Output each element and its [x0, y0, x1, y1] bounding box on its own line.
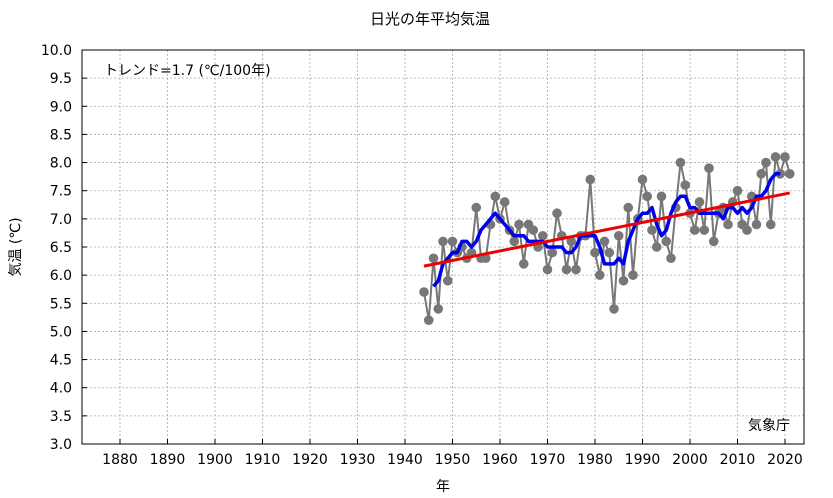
annual-point	[689, 225, 700, 235]
annual-point	[499, 197, 510, 207]
y-tick-label: 5.5	[50, 296, 72, 312]
x-tick-label: 1890	[150, 452, 186, 468]
annual-point	[552, 208, 562, 219]
x-tick-label: 1950	[435, 452, 471, 468]
annual-point	[651, 242, 662, 252]
x-axis-label: 年	[436, 479, 450, 495]
y-tick-label: 5.0	[50, 324, 72, 340]
annual-point	[599, 236, 610, 247]
annual-point	[442, 275, 453, 286]
x-tick-label: 2020	[767, 452, 803, 468]
x-tick-label: 1880	[102, 452, 138, 468]
x-tick-label: 1970	[530, 452, 566, 468]
y-tick-label: 4.5	[50, 353, 72, 369]
annual-point	[547, 247, 558, 258]
x-tick-label: 1960	[482, 452, 518, 468]
annual-point	[428, 253, 439, 264]
annual-point	[594, 270, 605, 280]
annual-point	[419, 287, 429, 297]
annual-point	[480, 253, 491, 264]
annual-point	[447, 236, 458, 247]
annual-point	[637, 174, 648, 185]
annual-point	[433, 304, 444, 314]
annual-point	[585, 174, 596, 185]
annual-point	[613, 230, 624, 241]
annual-point	[661, 236, 672, 247]
annual-point	[699, 225, 710, 235]
annual-point	[647, 225, 657, 235]
annual-point	[609, 304, 619, 314]
annual-point	[723, 219, 733, 230]
trend-annotation: トレンド=1.7 (℃/100年)	[104, 63, 271, 79]
annual-point	[518, 259, 529, 269]
x-axis: 1880 1890 1900 1910 1920 1930 1940 1950 1960 1970…	[102, 439, 803, 468]
annual-point	[656, 191, 667, 202]
annual-point	[438, 236, 448, 247]
annual-point	[784, 169, 795, 179]
annual-point	[680, 180, 691, 190]
x-tick-label: 1920	[292, 452, 328, 468]
x-tick-label: 1910	[245, 452, 281, 468]
annual-point	[765, 219, 776, 230]
grid	[82, 49, 804, 445]
series-layer	[419, 152, 795, 325]
annual-point	[514, 219, 524, 230]
y-tick-label: 7.0	[50, 212, 72, 228]
annual-point	[423, 315, 434, 325]
annual-point	[756, 169, 767, 179]
annual-point	[509, 236, 520, 247]
y-tick-label: 4.0	[50, 381, 72, 397]
y-tick-label: 3.0	[50, 437, 72, 453]
annual-point	[618, 275, 629, 286]
annual-point	[490, 191, 501, 202]
annual-point	[742, 225, 752, 235]
x-tick-label: 2000	[672, 452, 708, 468]
annual-point	[471, 202, 482, 213]
annual-point	[590, 247, 600, 258]
annual-point	[528, 225, 539, 235]
annual-point	[623, 202, 634, 213]
y-tick-label: 9.5	[50, 71, 72, 87]
trend-line	[423, 191, 791, 268]
y-tick-label: 8.5	[50, 127, 72, 143]
annual-point	[571, 264, 581, 275]
running-mean-line	[432, 172, 781, 288]
annual-point	[780, 152, 790, 162]
y-axis-label: 気温 (℃)	[8, 217, 24, 276]
y-tick-label: 7.5	[50, 184, 72, 200]
y-axis: 3.0 3.5 4.0 4.5 5.0 5.5 6.0 6.5 7.0 7.5 8.0 8.5 9.0 9…	[41, 43, 87, 453]
y-tick-label: 6.0	[50, 268, 72, 284]
annual-point	[761, 157, 771, 168]
annual-point	[732, 185, 743, 196]
annual-point	[566, 236, 577, 247]
annual-point	[642, 191, 653, 202]
annual-point	[666, 253, 676, 264]
annual-point	[675, 157, 686, 168]
y-tick-label: 8.0	[50, 156, 72, 172]
y-tick-label: 3.5	[50, 409, 72, 425]
y-tick-label: 9.0	[50, 99, 72, 115]
annual-point	[751, 219, 762, 230]
annual-point	[604, 247, 615, 258]
x-tick-label: 1940	[387, 452, 423, 468]
x-tick-label: 1990	[625, 452, 661, 468]
annual-point	[708, 236, 719, 247]
x-tick-label: 1930	[340, 452, 376, 468]
annual-point	[561, 264, 572, 275]
annual-point	[694, 197, 705, 207]
annual-point	[542, 264, 553, 275]
x-tick-label: 1980	[577, 452, 613, 468]
x-tick-label: 1900	[197, 452, 233, 468]
annual-point	[537, 230, 548, 241]
y-tick-label: 10.0	[41, 43, 72, 59]
annual-point	[628, 270, 638, 280]
source-label: 気象庁	[748, 418, 790, 434]
y-tick-label: 6.5	[50, 240, 72, 256]
annual-point	[770, 152, 781, 162]
annual-point	[704, 163, 714, 173]
chart-title: 日光の年平均気温	[370, 10, 490, 28]
x-tick-label: 2010	[720, 452, 756, 468]
